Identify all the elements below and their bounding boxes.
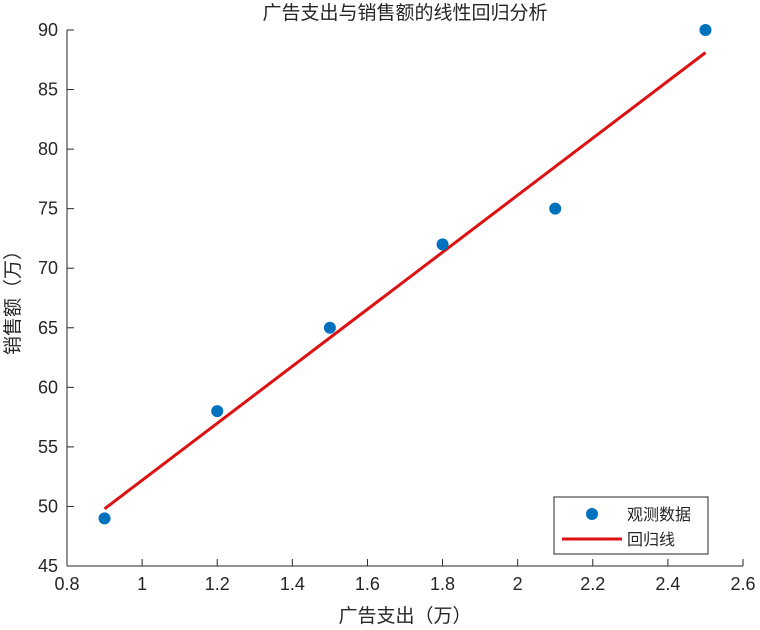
y-tick-label: 50	[38, 496, 58, 516]
x-tick-label: 2	[513, 574, 523, 594]
data-point	[211, 405, 224, 418]
y-axis-label: 销售额（万）	[2, 241, 24, 355]
axes: 0.8 1 1.2 1.4 1.6 1.8 2 2.2 2.4 2.6 45 50 55 60 65 70 75…	[38, 20, 756, 594]
legend-label-observed: 观测数据	[627, 505, 691, 524]
data-point	[436, 238, 449, 251]
data-point	[98, 512, 111, 525]
chart-title: 广告支出与销售额的线性回归分析	[262, 2, 547, 24]
x-tick-label: 1	[137, 574, 147, 594]
y-tick-label: 70	[38, 258, 58, 278]
x-tick-label: 1.8	[430, 574, 455, 594]
y-tick-label: 60	[38, 377, 58, 397]
y-tick-label: 80	[38, 139, 58, 159]
x-tick-label: 2.2	[580, 574, 605, 594]
regression-line	[103, 51, 707, 511]
y-tick-label: 75	[38, 199, 58, 219]
x-axis-label: 广告支出（万）	[338, 605, 471, 627]
y-tick-label: 45	[38, 556, 58, 576]
plot-area	[98, 24, 712, 525]
x-tick-label: 1.2	[205, 574, 230, 594]
data-point	[323, 321, 336, 334]
data-point	[699, 24, 712, 36]
x-tick-label: 2.6	[730, 574, 755, 594]
x-tick-label: 1.4	[280, 574, 305, 594]
y-tick-label: 65	[38, 318, 58, 338]
legend-scatter-marker	[586, 508, 598, 520]
x-tick-label: 2.4	[655, 574, 680, 594]
data-point	[549, 202, 562, 215]
x-tick-label: 0.8	[54, 574, 79, 594]
y-tick-label: 90	[38, 20, 58, 40]
legend-box	[553, 496, 709, 555]
legend-label-regression: 回归线	[627, 530, 675, 549]
x-tick-label: 1.6	[355, 574, 380, 594]
legend: 观测数据 回归线	[553, 496, 709, 555]
y-tick-label: 55	[38, 437, 58, 457]
y-tick-label: 85	[38, 80, 58, 100]
